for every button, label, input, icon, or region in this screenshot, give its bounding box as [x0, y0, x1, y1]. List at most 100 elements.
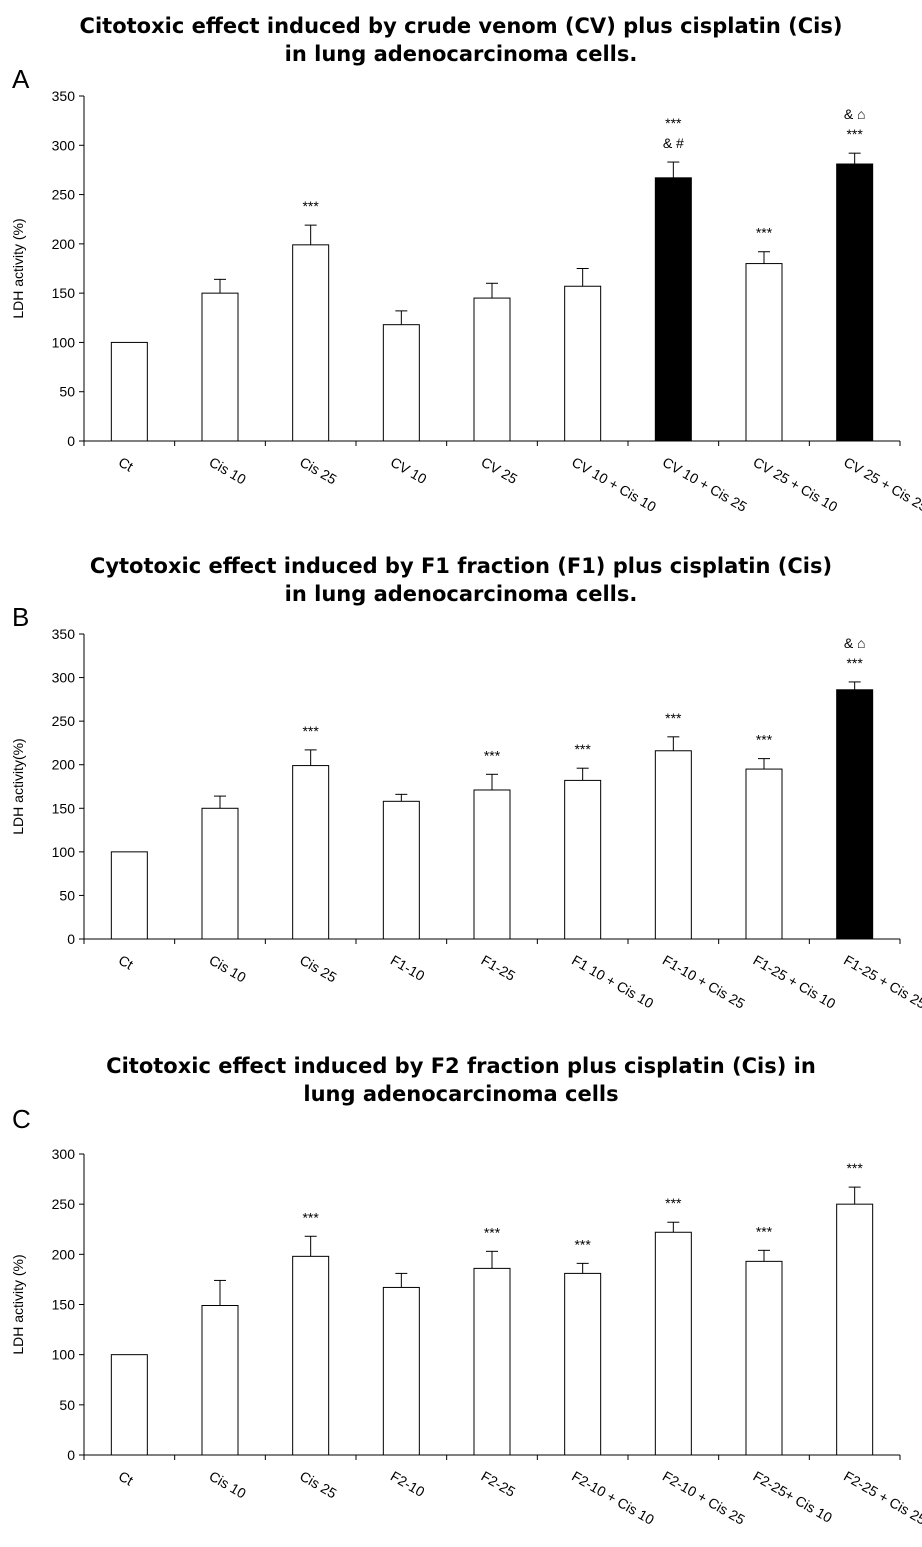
bar	[110, 851, 148, 940]
bar	[382, 324, 420, 442]
panel-letter: C	[12, 1104, 31, 1134]
y-tick-label: 150	[52, 1297, 76, 1313]
y-tick-label: 50	[59, 1397, 75, 1413]
x-tick-label: F2-10	[388, 1468, 428, 1500]
x-tick-label: CV 10 + Cis 25	[660, 454, 750, 515]
y-axis-title: LDH activity(%)	[10, 738, 26, 834]
bar	[564, 779, 602, 940]
x-tick-label: F1-25 + Cis 25	[841, 952, 922, 1012]
x-tick-label: CV 10 + Cis 10	[569, 454, 659, 515]
y-tick-label: 250	[52, 1196, 76, 1212]
significance-annotation: & ⌂	[844, 635, 866, 651]
x-tick-label: Ct	[116, 454, 136, 475]
x-tick-label: Ct	[116, 952, 136, 973]
bar	[836, 689, 874, 940]
y-tick-label: 350	[52, 626, 76, 642]
significance-annotation: ***	[574, 741, 591, 757]
panel-letter: A	[12, 64, 30, 94]
bar	[654, 750, 692, 940]
x-tick-label: Cis 10	[207, 952, 250, 986]
x-tick-label: F2-25	[479, 1468, 519, 1500]
y-tick-label: 350	[52, 88, 76, 104]
significance-annotation: ***	[665, 115, 682, 131]
bar	[201, 807, 239, 940]
y-tick-label: 50	[59, 887, 75, 903]
significance-annotation: & #	[663, 135, 684, 151]
chart-title-line-1: Cytotoxic effect induced by F1 fraction …	[89, 554, 833, 578]
significance-annotation: ***	[756, 732, 773, 748]
y-tick-label: 50	[59, 384, 75, 400]
chart-title-line-2: in lung adenocarcinoma cells.	[284, 42, 638, 66]
y-tick-label: 200	[52, 236, 76, 252]
bar	[745, 1260, 783, 1456]
significance-annotation: ***	[484, 747, 501, 763]
chart-title-line-1: Citotoxic effect induced by crude venom …	[79, 14, 843, 38]
y-tick-label: 200	[52, 1246, 76, 1262]
x-tick-label: F1-10 + Cis 25	[660, 952, 748, 1012]
x-tick-label: CV 25 + Cis 25	[841, 454, 922, 515]
panel-c: Citotoxic effect induced by F2 fraction …	[0, 1040, 922, 1547]
y-tick-label: 100	[52, 844, 76, 860]
significance-annotation: ***	[846, 1160, 863, 1176]
y-tick-label: 300	[52, 1146, 76, 1162]
x-tick-label: CV 25 + Cis 10	[751, 454, 841, 515]
x-tick-label: F2-10 + Cis 10	[569, 1468, 657, 1528]
bar	[292, 1255, 330, 1456]
bar-chart-c: 0 50 100 150 200 250 300 LDH activity (%) Ct Cis …	[10, 1146, 922, 1528]
bar-chart-b: 0 50 100 150 200 250 300 350 LDH activity(%) Ct Ci…	[10, 626, 922, 1012]
bar	[110, 341, 148, 442]
x-tick-label: F1 10 + Cis 10	[569, 952, 656, 1012]
y-tick-label: 300	[52, 137, 76, 153]
x-tick-label: F1-25 + Cis 10	[751, 952, 839, 1012]
bar	[654, 1231, 692, 1456]
bar-chart-a: 0 50 100 150 200 250 300 350 LDH activity (%) Ct C…	[10, 88, 922, 515]
y-tick-label: 100	[52, 334, 76, 350]
bar	[292, 765, 330, 940]
bar	[473, 1267, 511, 1456]
y-tick-label: 300	[52, 670, 76, 686]
significance-annotation: ***	[756, 225, 773, 241]
x-tick-label: Cis 10	[207, 454, 250, 488]
y-axis-title: LDH activity (%)	[10, 1254, 26, 1354]
significance-annotation: ***	[302, 723, 319, 739]
bar	[836, 163, 874, 442]
y-tick-label: 250	[52, 713, 76, 729]
chart-title-line-2: in lung adenocarcinoma cells.	[284, 582, 638, 606]
panel-b: Cytotoxic effect induced by F1 fraction …	[0, 520, 922, 1040]
x-tick-label: Cis 10	[207, 1468, 250, 1502]
bar	[473, 297, 511, 442]
significance-annotation: ***	[665, 710, 682, 726]
x-tick-label: CV 10	[388, 454, 430, 487]
y-tick-label: 250	[52, 187, 76, 203]
y-tick-label: 200	[52, 757, 76, 773]
x-tick-label: Cis 25	[297, 1468, 340, 1502]
y-tick-label: 0	[67, 433, 75, 449]
y-tick-label: 0	[67, 1447, 75, 1463]
chart-title-line-2: lung adenocarcinoma cells	[303, 1082, 619, 1106]
significance-annotation: ***	[302, 1209, 319, 1225]
y-tick-label: 100	[52, 1347, 76, 1363]
x-tick-label: Cis 25	[297, 454, 340, 488]
bar	[473, 789, 511, 940]
bar	[110, 1354, 148, 1456]
x-tick-label: CV 25	[479, 454, 521, 487]
x-tick-label: F2-10 + Cis 25	[660, 1468, 748, 1528]
significance-annotation: ***	[846, 655, 863, 671]
bar	[745, 768, 783, 940]
bar	[564, 285, 602, 442]
y-tick-label: 150	[52, 285, 76, 301]
bar	[654, 177, 692, 442]
significance-annotation: & ⌂	[844, 106, 866, 122]
bar	[382, 1286, 420, 1456]
bar	[201, 1305, 239, 1456]
significance-annotation: ***	[756, 1223, 773, 1239]
bar	[745, 263, 783, 442]
x-tick-label: Cis 25	[297, 952, 340, 986]
bar	[201, 292, 239, 442]
x-tick-label: F1-25	[479, 952, 519, 984]
x-tick-label: Ct	[116, 1468, 136, 1489]
significance-annotation: ***	[574, 1236, 591, 1252]
significance-annotation: ***	[302, 198, 319, 214]
bar	[836, 1203, 874, 1456]
y-tick-label: 0	[67, 931, 75, 947]
